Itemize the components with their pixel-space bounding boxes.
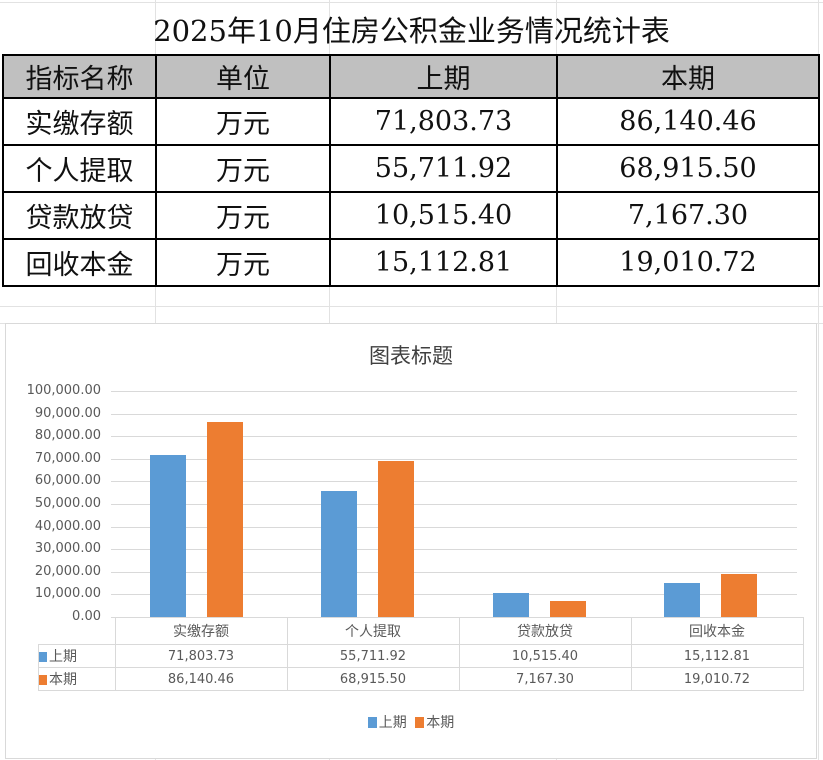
category-label: 贷款放贷 [458, 617, 632, 645]
category-label: 个人提取 [286, 617, 460, 645]
y-tick-label: 90,000.00 [34, 405, 101, 421]
cell-unit[interactable]: 万元 [155, 144, 331, 193]
header-cell[interactable]: 指标名称 [2, 54, 157, 99]
y-tick-label: 80,000.00 [34, 428, 101, 444]
cell-unit[interactable]: 万元 [155, 238, 331, 287]
header-cell[interactable]: 上期 [329, 54, 558, 99]
table-row: 个人提取 万元 55,711.92 68,915.50 [2, 144, 820, 193]
table-header-row: 指标名称 单位 上期 本期 [2, 54, 820, 99]
bar-prev[interactable] [321, 491, 358, 617]
cell-name[interactable]: 实缴存额 [2, 97, 157, 146]
header-cell[interactable]: 单位 [155, 54, 331, 99]
legend-swatch-icon [367, 717, 377, 728]
statistics-table: 指标名称 单位 上期 本期 实缴存额 万元 71,803.73 86,140.4… [2, 54, 820, 287]
category-label: 回收本金 [630, 617, 804, 645]
gridline [111, 391, 797, 392]
bar-curr[interactable] [721, 574, 758, 617]
legend-key-icon [39, 675, 47, 685]
chart-title[interactable]: 图表标题 [369, 344, 453, 368]
gridline [111, 413, 797, 415]
y-tick-label: 60,000.00 [34, 473, 101, 489]
y-tick-label: 100,000.00 [26, 383, 101, 398]
bar-prev[interactable] [492, 593, 529, 617]
sheet-title: 2025年10月住房公积金业务情况统计表 [153, 14, 670, 48]
gridline [111, 481, 797, 483]
bar-curr[interactable] [549, 600, 586, 617]
cell-prev[interactable]: 10,515.40 [329, 191, 558, 240]
chart-data-table: 实缴存额 个人提取 贷款放贷 回收本金 上期 71,803.73 55,711.… [38, 617, 804, 691]
cell-curr[interactable]: 68,915.50 [556, 144, 820, 193]
y-tick-label: 50,000.00 [34, 496, 101, 511]
cell-prev[interactable]: 71,803.73 [329, 97, 558, 146]
legend-key-icon [39, 652, 47, 662]
cell-name[interactable]: 个人提取 [2, 144, 157, 193]
gridline [111, 436, 797, 438]
bar-prev[interactable] [149, 454, 186, 617]
cell-name[interactable]: 回收本金 [2, 238, 157, 287]
legend-swatch-icon [415, 717, 425, 728]
cell-curr[interactable]: 86,140.46 [556, 97, 820, 146]
header-cell[interactable]: 本期 [556, 54, 820, 99]
chart-legend[interactable]: 上期 本期 [6, 712, 816, 732]
gridline [111, 526, 797, 528]
cell-unit[interactable]: 万元 [155, 97, 331, 146]
y-tick-label: 70,000.00 [34, 450, 101, 466]
y-tick-label: 30,000.00 [34, 541, 101, 557]
y-tick-label: 40,000.00 [34, 518, 101, 534]
gridline [111, 594, 797, 596]
bar-chart[interactable]: 图表标题 100,000.00 90,000.00 80,000.00 70,000.… [5, 323, 817, 759]
bar-curr[interactable] [206, 422, 243, 617]
cell-prev[interactable]: 55,711.92 [329, 144, 558, 193]
cell-prev[interactable]: 15,112.81 [329, 238, 558, 287]
legend-label: 上期 [378, 715, 407, 731]
y-tick-label: 20,000.00 [34, 563, 101, 579]
gridline [111, 458, 797, 460]
table-row: 回收本金 万元 15,112.81 19,010.72 [2, 238, 820, 287]
data-table-row-prev: 上期 71,803.73 55,711.92 10,515.40 15,112.… [38, 644, 804, 668]
bar-curr[interactable] [378, 461, 415, 617]
table-row: 实缴存额 万元 71,803.73 86,140.46 [2, 97, 820, 146]
gridline [111, 571, 797, 573]
cell-curr[interactable]: 7,167.30 [556, 191, 820, 240]
legend-label: 本期 [426, 715, 455, 731]
y-tick-label: 10,000.00 [34, 586, 101, 602]
category-label: 实缴存额 [114, 617, 288, 645]
cell-unit[interactable]: 万元 [155, 191, 331, 240]
table-row: 贷款放贷 万元 10,515.40 7,167.30 [2, 191, 820, 240]
gridline [111, 549, 797, 551]
gridline [111, 504, 797, 505]
data-table-row-curr: 本期 86,140.46 68,915.50 7,167.30 19,010.7… [38, 667, 804, 691]
cell-curr[interactable]: 19,010.72 [556, 238, 820, 287]
bar-prev[interactable] [664, 582, 701, 617]
cell-name[interactable]: 贷款放贷 [2, 191, 157, 240]
